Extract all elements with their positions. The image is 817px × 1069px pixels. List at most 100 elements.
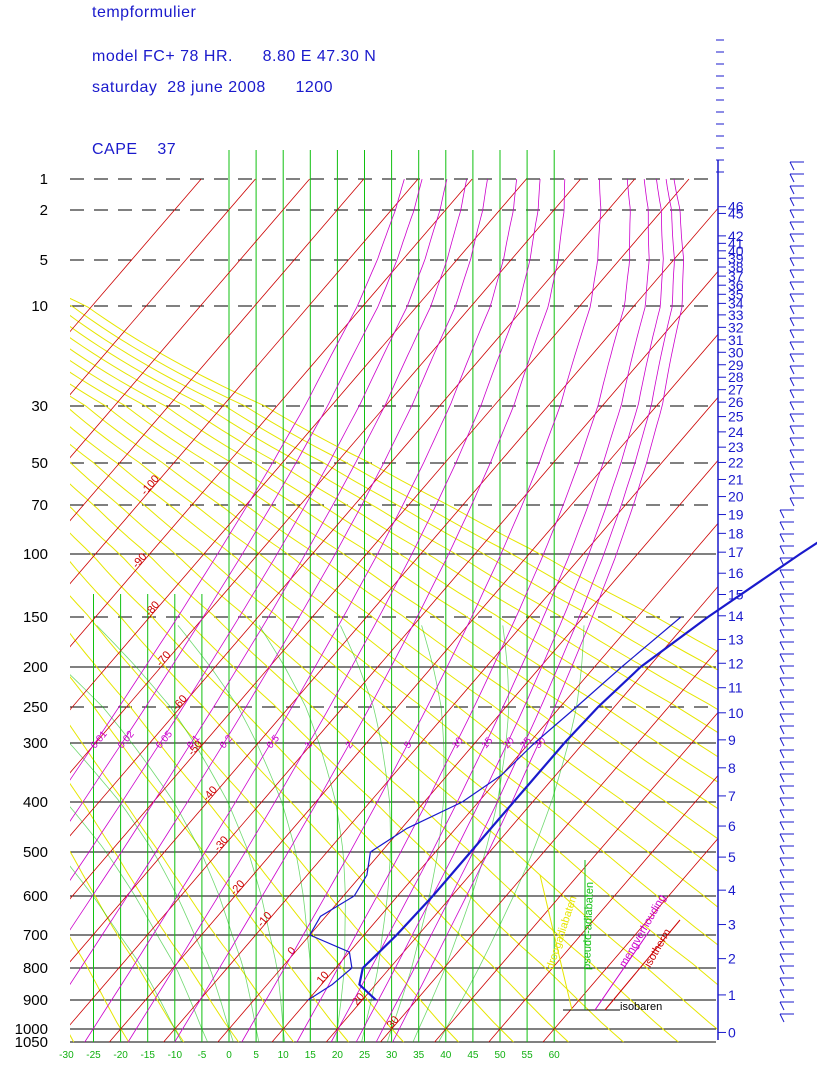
height-label: 32 — [728, 319, 744, 335]
dry-adiabat-line — [70, 325, 718, 711]
wind-barb-flag — [779, 557, 785, 567]
wind-barb-flag — [779, 713, 785, 723]
temperature-tick-label: 10 — [278, 1050, 290, 1061]
dry-adiabat-line — [70, 676, 349, 1043]
wind-barb-flag — [779, 701, 785, 711]
height-label: 6 — [728, 818, 736, 834]
temperature-tick-label: 0 — [226, 1050, 232, 1061]
mixing-ratio-label: 2 — [344, 739, 356, 751]
height-label: 19 — [728, 507, 744, 523]
legend-pseudo-label: pseudo-adiabaten — [581, 882, 596, 970]
isotherm-line — [70, 178, 581, 774]
wind-barb-flag — [789, 377, 795, 387]
wind-barb-flag — [779, 989, 785, 999]
wind-barb-flag — [789, 329, 795, 339]
mixing-ratio-label: 0.05 — [154, 729, 175, 751]
wind-barb-flag — [789, 185, 795, 195]
height-label: 21 — [728, 471, 744, 487]
wind-barb-flag — [779, 1001, 785, 1011]
isotherm-line — [70, 178, 419, 585]
pressure-label: 500 — [23, 844, 48, 861]
temperature-tick-label: -15 — [140, 1050, 155, 1061]
height-label: 17 — [728, 544, 744, 560]
wind-barb-flag — [779, 941, 785, 951]
pressure-label: 10 — [31, 298, 48, 315]
temperature-tick-label: -25 — [86, 1050, 101, 1061]
pseudo-adiabat-line — [70, 674, 260, 1043]
dry-adiabat-line — [70, 595, 459, 1043]
dry-adiabat-line — [70, 359, 718, 783]
isotherm-label: -40 — [201, 784, 220, 804]
height-label: 25 — [728, 409, 744, 425]
mixing-ratio-line — [84, 179, 518, 1043]
dry-adiabat-line — [70, 632, 404, 1043]
wind-barb-flag — [779, 521, 785, 531]
pressure-label: 900 — [23, 992, 48, 1009]
isotherm-label: -60 — [170, 693, 189, 713]
mixing-ratio-label: 10 — [450, 735, 466, 751]
dry-adiabat-line — [70, 426, 718, 946]
height-label: 29 — [728, 357, 744, 373]
isotherm-line — [542, 837, 718, 1043]
pressure-label: 200 — [23, 659, 48, 676]
temperature-tick-label: 40 — [440, 1050, 452, 1061]
wind-barb-flag — [779, 725, 785, 735]
legend-mixing-line — [594, 929, 651, 1011]
temperature-tick-label: -30 — [59, 1050, 74, 1061]
wind-barb-flag — [779, 905, 785, 915]
wind-barb-flag — [789, 257, 795, 267]
mixing-ratio-label: 15 — [480, 735, 496, 751]
mixing-ratio-line — [127, 179, 541, 1043]
pressure-label: 150 — [23, 609, 48, 626]
height-scale: 0123456789101112131415161718192021222324… — [716, 39, 744, 1040]
isotherm-line — [70, 207, 718, 963]
isotherm-line — [271, 522, 718, 1043]
wind-barb-flag — [779, 965, 785, 975]
legend-isotherm-line — [604, 919, 681, 1011]
temperature-tick-label: -5 — [197, 1050, 206, 1061]
pseudo-adiabat-line — [70, 865, 183, 1043]
wind-barb-flag — [779, 569, 785, 579]
dry-adiabat-line — [70, 371, 718, 810]
wind-barb-flag — [779, 629, 785, 639]
wind-barb-flag — [789, 341, 795, 351]
wind-barb-flag — [789, 173, 795, 183]
pseudo-adiabat-line — [70, 806, 208, 1043]
wind-barb-flag — [789, 305, 795, 315]
isotherm-line — [70, 178, 473, 648]
pressure-label: 100 — [23, 546, 48, 563]
height-label: 11 — [728, 680, 743, 696]
sounding-profiles — [307, 541, 817, 1001]
wind-barb-flag — [789, 281, 795, 291]
temperature-profile — [358, 541, 817, 1001]
pressure-label: 300 — [23, 735, 48, 752]
wind-barbs — [779, 161, 804, 1023]
isobar-lines — [70, 178, 716, 1043]
pseudo-adiabat-line — [438, 625, 585, 1043]
height-label: 26 — [728, 394, 744, 410]
height-label: 24 — [728, 424, 744, 440]
wind-barb-flag — [789, 401, 795, 411]
wind-barb-flag — [779, 977, 785, 987]
height-label: 9 — [728, 732, 736, 748]
height-label: 7 — [728, 788, 736, 804]
dry-adiabat-line — [70, 314, 718, 691]
dry-adiabat-line — [70, 297, 718, 653]
wind-barb-flag — [789, 425, 795, 435]
pseudo-adiabat-line — [386, 625, 445, 1043]
temperature-tick-label: 35 — [413, 1050, 425, 1061]
isotherm-line — [488, 774, 718, 1043]
pressure-label: 800 — [23, 960, 48, 977]
legend-isobar-label: isobaren — [620, 1001, 662, 1013]
height-label: 12 — [728, 655, 744, 671]
isotherm-line — [70, 178, 202, 333]
pressure-label: 30 — [31, 398, 48, 415]
pseudo-adiabat-line — [340, 625, 391, 1043]
wind-barb-flag — [779, 869, 785, 879]
pseudo-adiabat-line — [177, 625, 312, 1042]
isotherm-line — [70, 178, 310, 459]
mixing-ratio-label: 5 — [402, 739, 414, 751]
pseudo-adiabat-line — [412, 625, 510, 1043]
